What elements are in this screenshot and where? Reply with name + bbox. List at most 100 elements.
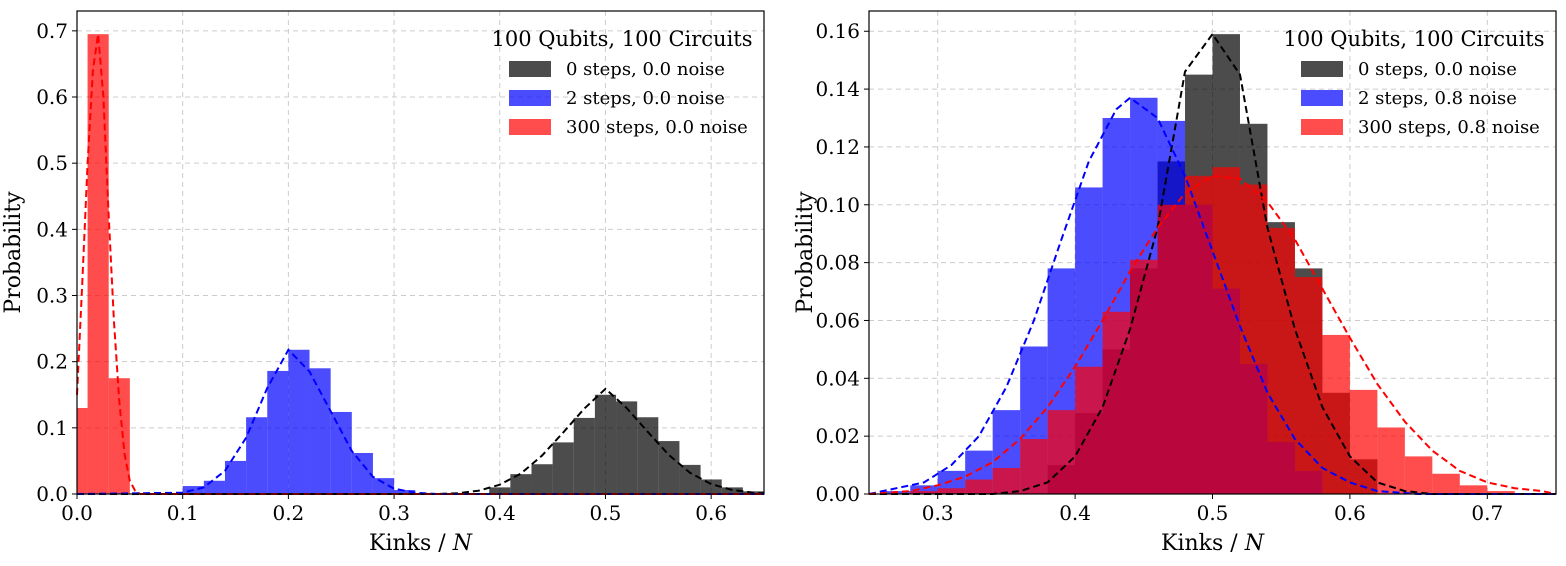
right-bar-300-steps-0-8-noise-4 — [992, 467, 1021, 494]
left-bar-2-steps-0-0-noise-1 — [203, 480, 225, 494]
left-legend: 100 Qubits, 100 Circuits 0 steps, 0.0 no… — [491, 27, 752, 138]
right-legend-title: 100 Qubits, 100 Circuits — [1283, 27, 1544, 51]
left-x-ticks: 0.0 0.1 0.2 0.3 0.4 0.5 0.6 — [61, 494, 727, 525]
left-fit-lines — [76, 34, 765, 495]
right-bar-2-steps-0-8-noise-1 — [910, 485, 938, 494]
left-panel: 0.0 0.1 0.2 0.3 0.4 0.5 0.6 0.0 0.1 0.2 0.3 0.4 0.5… — [1, 10, 765, 556]
left-y-tick-label-6: 0.6 — [36, 85, 68, 109]
right-x-tick-label-0: 0.3 — [922, 501, 954, 525]
right-panel: 0.3 0.4 0.5 0.6 0.7 0.00 0.02 0.04 0.06 0.08 0.10… — [793, 10, 1557, 556]
right-x-tick-label-3: 0.6 — [1334, 501, 1366, 525]
right-fit-line-0-steps-0-0-noise — [869, 32, 1556, 495]
right-bar-300-steps-0-8-noise-19 — [1404, 456, 1433, 494]
left-legend-label-0-steps-0-0-noise: 0 steps, 0.0 noise — [566, 59, 725, 80]
left-fit-line-300-steps-0-0-noise — [76, 34, 764, 495]
left-bar-0-steps-0-0-noise-5 — [594, 394, 617, 494]
left-bar-0-steps-0-0-noise-1 — [510, 474, 532, 494]
left-x-tick-label-2: 0.2 — [272, 501, 304, 525]
right-bar-300-steps-0-8-noise-3 — [965, 479, 993, 494]
right-y-tick-label-6: 0.12 — [815, 135, 860, 159]
left-bar-2-steps-0-0-noise-9 — [372, 478, 395, 494]
left-x-tick-label-3: 0.3 — [378, 501, 410, 525]
left-y-tick-label-7: 0.7 — [36, 19, 68, 43]
left-bar-300-steps-0-0-noise-2 — [108, 378, 130, 494]
left-y-axis-label: Probability — [1, 191, 26, 314]
right-bar-300-steps-0-8-noise-15 — [1294, 277, 1323, 494]
left-legend-title: 100 Qubits, 100 Circuits — [491, 27, 752, 51]
left-bar-0-steps-0-0-noise-7 — [637, 417, 659, 494]
right-legend-label-2-steps-0-8-noise: 2 steps, 0.8 noise — [1358, 88, 1517, 109]
left-bar-2-steps-0-0-noise-5 — [288, 349, 310, 494]
right-x-ticks: 0.3 0.4 0.5 0.6 0.7 — [922, 494, 1503, 525]
left-y-tick-label-5: 0.5 — [36, 151, 68, 175]
left-fit-line-2-steps-0-0-noise — [76, 348, 764, 495]
left-bar-2-steps-0-0-noise-8 — [351, 452, 373, 494]
right-x-tick-label-2: 0.5 — [1197, 501, 1229, 525]
right-y-tick-label-5: 0.10 — [815, 193, 860, 217]
left-y-tick-label-4: 0.4 — [36, 217, 68, 241]
right-bar-300-steps-0-8-noise-2 — [937, 488, 966, 494]
right-bar-300-steps-0-8-noise-21 — [1459, 485, 1488, 494]
left-bar-0-steps-0-0-noise-4 — [573, 417, 595, 494]
left-x-tick-label-4: 0.4 — [484, 501, 516, 525]
right-x-tick-label-4: 0.7 — [1471, 501, 1503, 525]
right-legend-label-0-steps-0-0-noise: 0 steps, 0.0 noise — [1358, 59, 1517, 80]
right-fit-lines — [868, 32, 1557, 495]
right-bar-300-steps-0-8-noise-13 — [1239, 184, 1268, 494]
right-y-tick-label-1: 0.02 — [815, 424, 860, 448]
left-bar-2-steps-0-0-noise-10 — [394, 490, 416, 494]
right-y-tick-label-7: 0.14 — [815, 77, 860, 101]
left-bar-0-steps-0-0-noise-3 — [552, 442, 574, 494]
right-y-ticks: 0.00 0.02 0.04 0.06 0.08 0.10 0.12 0.14 0.16 — [815, 19, 869, 506]
left-bar-2-steps-0-0-noise-3 — [246, 417, 268, 494]
right-legend-swatch-2-steps-0-8-noise — [1301, 90, 1343, 106]
left-plot-frame — [76, 10, 765, 495]
left-bar-2-steps-0-0-noise-2 — [224, 460, 247, 494]
right-bar-300-steps-0-8-noise-1 — [910, 491, 938, 494]
left-x-axis-label: Kinks / N — [369, 531, 473, 556]
left-legend-swatch-0-steps-0-0-noise — [509, 61, 551, 77]
right-legend-label-300-steps-0-8-noise: 300 steps, 0.8 noise — [1358, 117, 1540, 138]
right-y-axis-label: Probability — [793, 191, 818, 314]
left-y-tick-label-2: 0.2 — [36, 350, 68, 374]
left-x-tick-label-5: 0.5 — [590, 501, 622, 525]
left-x-tick-label-6: 0.6 — [695, 501, 727, 525]
left-legend-swatch-2-steps-0-0-noise — [509, 90, 551, 106]
left-bar-2-steps-0-0-noise-6 — [309, 368, 331, 494]
right-fit-line-300-steps-0-8-noise — [868, 174, 1557, 495]
left-x-tick-label-0: 0.0 — [61, 501, 93, 525]
left-bar-300-steps-0-0-noise-0 — [77, 407, 88, 494]
right-bar-300-steps-0-8-noise-9 — [1130, 259, 1158, 494]
left-bar-0-steps-0-0-noise-10 — [700, 479, 722, 494]
left-bars — [77, 34, 764, 495]
right-bar-300-steps-0-8-noise-22 — [1487, 491, 1515, 494]
right-y-tick-label-8: 0.16 — [815, 19, 860, 43]
right-legend: 100 Qubits, 100 Circuits 0 steps, 0.0 no… — [1283, 27, 1544, 138]
right-x-tick-label-1: 0.4 — [1059, 501, 1091, 525]
left-y-tick-label-1: 0.1 — [36, 416, 68, 440]
left-bar-0-steps-0-0-noise-0 — [489, 487, 511, 494]
right-bar-300-steps-0-8-noise-6 — [1047, 410, 1076, 494]
right-bar-300-steps-0-8-noise-20 — [1432, 473, 1460, 494]
left-bar-0-steps-0-0-noise-2 — [531, 464, 553, 494]
right-y-tick-label-4: 0.08 — [815, 251, 860, 275]
right-bar-300-steps-0-8-noise-12 — [1212, 167, 1240, 495]
right-y-tick-label-2: 0.04 — [815, 366, 860, 390]
right-legend-swatch-300-steps-0-8-noise — [1301, 119, 1343, 135]
left-legend-swatch-300-steps-0-0-noise — [509, 119, 551, 135]
right-legend-swatch-0-steps-0-0-noise — [1301, 61, 1343, 77]
left-bar-300-steps-0-0-noise-1 — [87, 34, 109, 495]
left-fit-line-0-steps-0-0-noise — [77, 387, 765, 495]
left-bar-2-steps-0-0-noise-4 — [267, 370, 289, 494]
right-x-axis-label: Kinks / N — [1161, 531, 1265, 556]
left-bar-2-steps-0-0-noise-7 — [330, 411, 352, 494]
right-y-tick-label-3: 0.06 — [815, 308, 860, 332]
left-y-ticks: 0.0 0.1 0.2 0.3 0.4 0.5 0.6 0.7 — [36, 19, 77, 506]
right-bar-300-steps-0-8-noise-11 — [1185, 175, 1213, 494]
right-bar-300-steps-0-8-noise-10 — [1157, 204, 1186, 494]
left-legend-label-2-steps-0-0-noise: 2 steps, 0.0 noise — [566, 88, 725, 109]
left-bar-0-steps-0-0-noise-9 — [679, 464, 701, 494]
left-y-tick-label-3: 0.3 — [36, 284, 68, 308]
right-bar-300-steps-0-8-noise-17 — [1349, 389, 1378, 494]
